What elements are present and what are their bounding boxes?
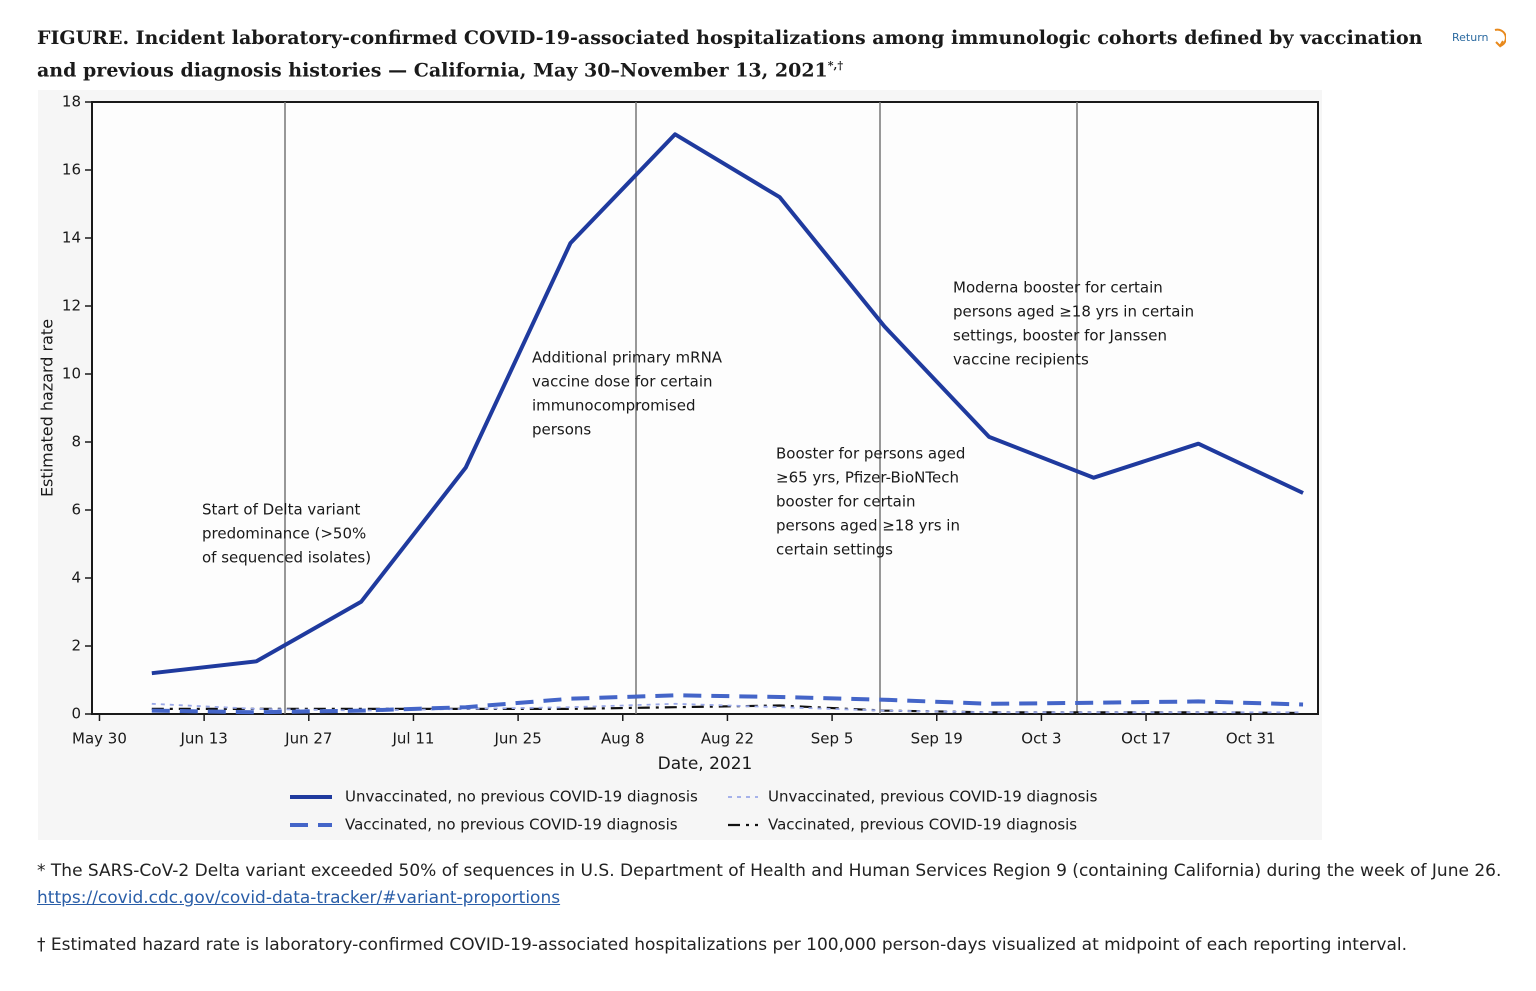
x-tick-label: Jun 27 [284, 730, 332, 748]
return-icon[interactable] [1492, 28, 1507, 48]
annotation: persons aged ≥18 yrs in certain [953, 303, 1194, 321]
y-tick-label: 18 [62, 93, 81, 111]
footnote-text: † Estimated hazard rate is laboratory-co… [37, 935, 1407, 955]
annotation: ≥65 yrs, Pfizer-BioNTech [776, 469, 959, 487]
x-tick-label: Sep 5 [811, 730, 854, 748]
annotation: settings, booster for Janssen [953, 327, 1167, 345]
title-note: *,† [827, 59, 844, 72]
y-tick-label: 2 [71, 637, 81, 655]
annotation: vaccine dose for certain [532, 373, 713, 391]
annotation: immunocompromised [532, 397, 696, 415]
return-label[interactable]: Return [1452, 31, 1489, 44]
annotation: Start of Delta variant [202, 501, 361, 519]
x-tick-label: Oct 17 [1121, 730, 1171, 748]
footnote-text: * The SARS-CoV-2 Delta variant exceeded … [37, 861, 1502, 881]
series-line [151, 693, 1304, 715]
x-tick-label: Jul 11 [391, 730, 434, 748]
y-tick-label: 4 [71, 569, 81, 587]
annotation: predominance (>50% [202, 525, 366, 543]
annotation: Moderna booster for certain [953, 279, 1163, 297]
legend-label: Vaccinated, no previous COVID-19 diagnos… [345, 816, 678, 834]
annotation: certain settings [776, 541, 893, 559]
chart: Start of Delta variant predominance (>50%… [38, 90, 1322, 840]
footnote: † Estimated hazard rate is laboratory-co… [37, 932, 1517, 959]
y-tick-label: 6 [71, 501, 81, 519]
annotation: Additional primary mRNA [532, 349, 723, 367]
legend-label: Unvaccinated, no previous COVID-19 diagn… [345, 788, 698, 806]
y-tick-label: 12 [62, 297, 81, 315]
x-tick-label: Jun 25 [493, 730, 541, 748]
annotation: persons [532, 421, 591, 439]
x-tick-label: Aug 22 [701, 730, 754, 748]
x-tick-label: Jun 13 [179, 730, 227, 748]
x-tick-label: May 30 [72, 730, 127, 748]
return-button[interactable]: Return [1452, 28, 1507, 48]
series-line [151, 702, 1304, 714]
x-tick-label: Oct 3 [1021, 730, 1061, 748]
y-axis-label: Estimated hazard rate [38, 319, 57, 497]
x-tick-label: Sep 19 [911, 730, 963, 748]
y-tick-label: 14 [62, 229, 81, 247]
y-tick-label: 0 [71, 705, 81, 723]
legend-label: Unvaccinated, previous COVID-19 diagnosi… [768, 788, 1098, 806]
series-line [151, 132, 1304, 676]
footnote-link[interactable]: https://covid.cdc.gov/covid-data-tracker… [37, 888, 561, 908]
annotation: persons aged ≥18 yrs in [776, 517, 960, 535]
x-tick-label: Oct 31 [1226, 730, 1276, 748]
y-tick-label: 8 [71, 433, 81, 451]
annotation: Booster for persons aged [776, 445, 965, 463]
plot-area [91, 101, 1319, 715]
title-text: FIGURE. Incident laboratory-confirmed CO… [37, 27, 1423, 82]
figure-title: FIGURE. Incident laboratory-confirmed CO… [37, 24, 1437, 84]
annotation: vaccine recipients [953, 351, 1089, 369]
footnote: * The SARS-CoV-2 Delta variant exceeded … [37, 858, 1517, 912]
annotation: of sequenced isolates) [202, 549, 371, 567]
x-tick-label: Aug 8 [601, 730, 645, 748]
series-line [151, 704, 1304, 715]
legend-label: Vaccinated, previous COVID-19 diagnosis [768, 816, 1077, 834]
y-tick-label: 10 [62, 365, 81, 383]
x-axis-label: Date, 2021 [658, 754, 753, 774]
y-tick-label: 16 [62, 161, 81, 179]
annotation: booster for certain [776, 493, 916, 511]
